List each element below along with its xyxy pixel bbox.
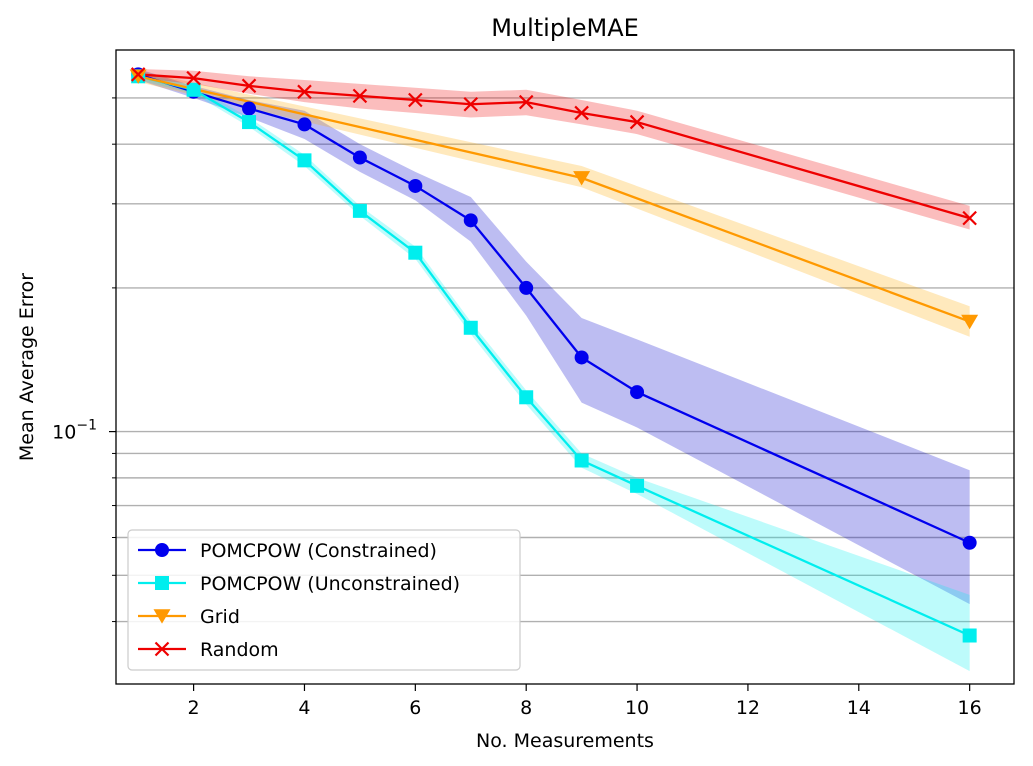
data-point	[574, 350, 589, 365]
data-point	[408, 92, 423, 108]
data-point	[574, 453, 589, 468]
x-tick-label: 8	[520, 697, 532, 719]
data-point	[962, 210, 977, 226]
data-point	[630, 385, 645, 400]
x-tick-label: 10	[625, 697, 649, 719]
data-point	[352, 88, 368, 104]
data-point	[352, 150, 367, 165]
data-point	[961, 314, 979, 330]
confidence-bands	[138, 68, 970, 672]
data-point	[630, 478, 645, 493]
series-markers	[129, 67, 979, 643]
legend-label: Grid	[200, 606, 240, 628]
data-point	[297, 117, 312, 132]
band-3	[138, 68, 970, 230]
data-point	[463, 213, 478, 228]
data-point	[241, 78, 257, 94]
legend-swatch-marker	[155, 543, 169, 557]
legend-label: POMCPOW (Constrained)	[200, 540, 437, 562]
x-axis-label: No. Measurements	[476, 730, 654, 752]
legend-swatch-marker	[153, 609, 171, 624]
data-point	[297, 84, 312, 100]
legend: POMCPOW (Constrained) POMCPOW (Unconstrai…	[127, 529, 521, 671]
data-point	[463, 320, 478, 335]
data-point	[408, 245, 423, 260]
x-tick-label: 14	[847, 697, 871, 719]
chart-title: MultipleMAE	[491, 14, 639, 42]
data-point	[573, 171, 591, 186]
data-point	[242, 115, 257, 130]
band-2	[138, 70, 970, 337]
data-point	[130, 67, 146, 82]
data-point	[962, 628, 977, 643]
data-point	[186, 70, 201, 86]
data-point	[463, 96, 479, 112]
y-axis-ticks: 10−1	[52, 97, 116, 623]
data-point	[629, 114, 645, 130]
data-point	[408, 178, 423, 193]
data-point	[519, 280, 534, 295]
x-tick-label: 6	[409, 697, 421, 719]
legend-swatch-marker	[155, 576, 169, 590]
x-tick-label: 16	[958, 697, 982, 719]
legend-box	[127, 529, 521, 671]
data-point	[518, 94, 534, 110]
data-point	[352, 203, 367, 218]
data-point	[297, 153, 312, 168]
legend-swatch-marker	[154, 641, 170, 657]
data-point	[519, 390, 534, 405]
data-point	[129, 69, 147, 84]
x-tick-label: 2	[188, 697, 200, 719]
y-axis-label: Mean Average Error	[16, 273, 38, 461]
x-tick-label: 12	[736, 697, 760, 719]
data-point	[242, 101, 257, 116]
legend-label: POMCPOW (Unconstrained)	[200, 573, 460, 595]
y-tick-label: 10−1	[52, 418, 97, 444]
data-point	[574, 105, 589, 121]
data-point	[962, 535, 977, 550]
x-axis-ticks: 2 4 6 8 10 12 14 16	[188, 684, 982, 719]
data-point	[186, 82, 201, 97]
x-tick-label: 4	[298, 697, 310, 719]
band-1	[138, 72, 970, 672]
legend-label: Random	[200, 639, 279, 661]
plot-frame	[115, 49, 1015, 685]
band-0	[138, 68, 970, 605]
